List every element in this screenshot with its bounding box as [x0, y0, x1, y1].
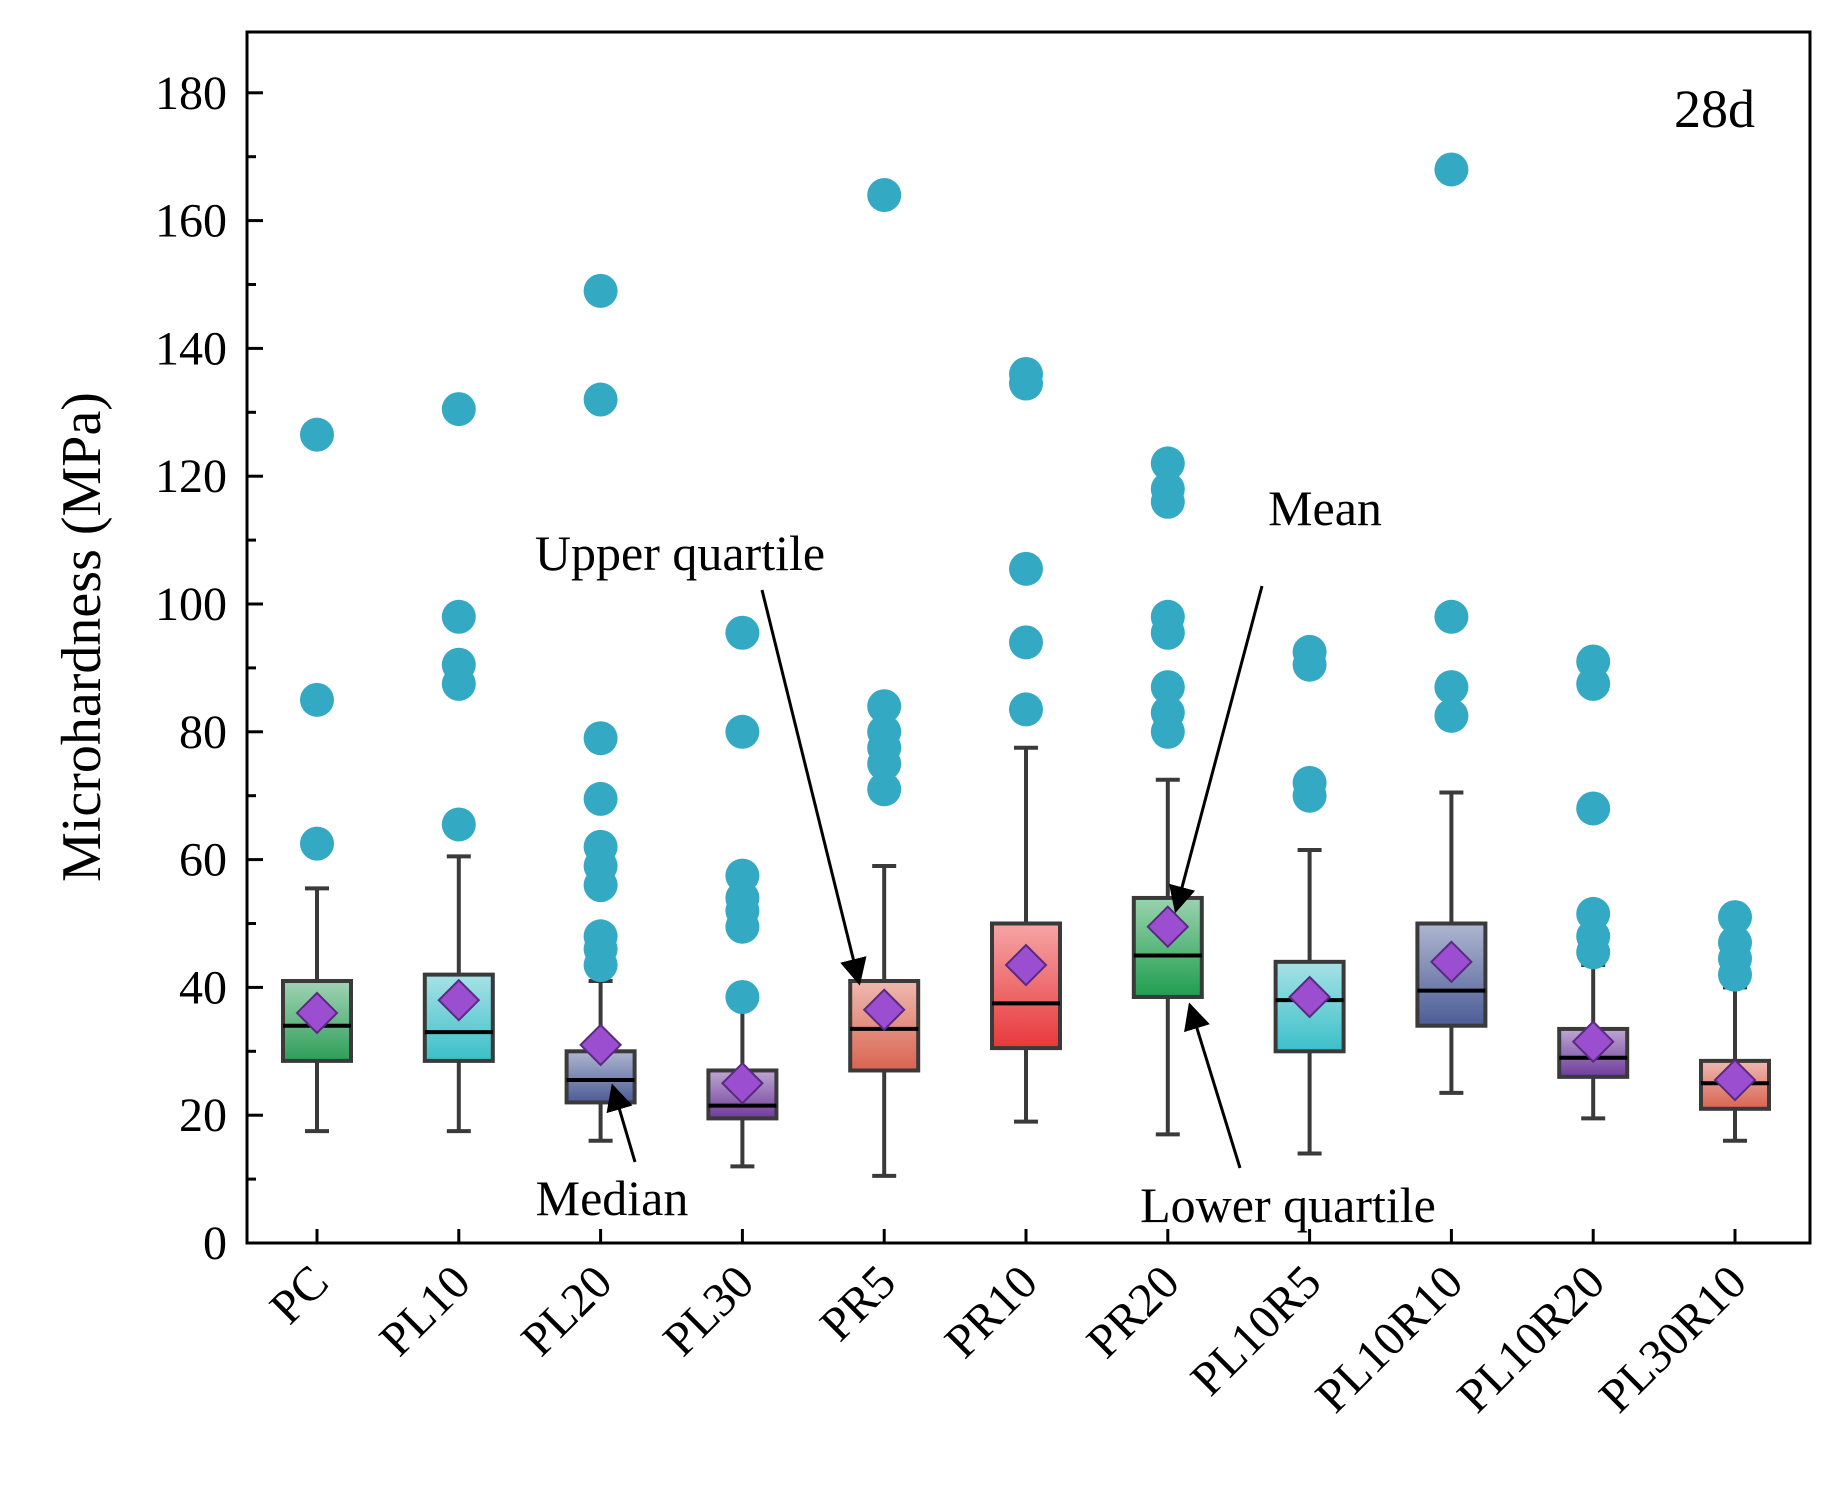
- outlier-point: [441, 647, 476, 682]
- outlier-point: [867, 772, 902, 807]
- mean-marker: [1713, 1058, 1757, 1102]
- box-group-pl20: [564, 979, 637, 1143]
- outlier-point: [867, 714, 902, 749]
- x-axis: PC PL10 PL20 PL30 PR5 PR10 PR20PL10R5PL10R10PL…: [260, 1229, 1757, 1423]
- outlier-point: [1150, 599, 1185, 634]
- outlier-point: [1009, 551, 1043, 586]
- outlier-point: [725, 615, 760, 650]
- outlier-point: [867, 178, 902, 213]
- outlier-point: [441, 599, 476, 634]
- outlier-point: [1576, 644, 1611, 679]
- outlier-point: [1576, 791, 1611, 826]
- panel-label: 28d: [1674, 79, 1755, 139]
- mean-marker: [579, 1023, 623, 1067]
- outlier-point: [1292, 765, 1327, 800]
- outlier-point: [1576, 896, 1611, 931]
- outlier-point: [867, 689, 902, 724]
- mean-marker: [1571, 1020, 1615, 1064]
- box-group-pr10: [990, 745, 1062, 1124]
- x-tick-label: PL10R10: [1306, 1255, 1474, 1423]
- outlier-point: [1292, 634, 1327, 669]
- outlier-point: [1150, 695, 1185, 730]
- x-tick-label: PR20: [1077, 1255, 1190, 1368]
- plot-frame: [245, 30, 1812, 1245]
- mean-annotation: Mean: [1268, 480, 1382, 536]
- outlier-point: [441, 392, 476, 427]
- y-axis-title: Microhardness (MPa): [51, 392, 113, 882]
- lower-quartile-arrow: [1184, 1002, 1242, 1169]
- outlier-point: [725, 714, 760, 749]
- mean-marker: [1429, 940, 1473, 984]
- y-tick-label: 160: [155, 195, 227, 248]
- x-tick-label: PL20: [511, 1255, 622, 1366]
- y-tick-label: 20: [179, 1089, 227, 1142]
- box-group-pr20: [1131, 777, 1204, 1137]
- y-tick-label: 0: [203, 1217, 227, 1270]
- x-tick-label: PR5: [810, 1255, 906, 1351]
- outlier-point: [1150, 446, 1185, 481]
- outlier-point: [725, 979, 760, 1014]
- mean-marker: [437, 978, 481, 1022]
- outlier-point: [300, 682, 334, 717]
- mean-marker: [1146, 905, 1190, 949]
- outlier-point: [1434, 670, 1469, 705]
- upper-quartile-annotation: Upper quartile: [535, 525, 825, 581]
- y-tick-label: 60: [179, 834, 227, 887]
- outlier-point: [1150, 670, 1185, 705]
- outlier-point: [583, 721, 618, 756]
- median-annotation: Median: [536, 1170, 689, 1226]
- x-tick-label: PC: [260, 1255, 339, 1334]
- outliers-layer: [300, 152, 1752, 1014]
- outlier-point: [583, 919, 618, 954]
- x-tick-label: PL10: [370, 1255, 481, 1366]
- x-tick-label: PL10R20: [1447, 1255, 1615, 1423]
- outlier-point: [1434, 698, 1469, 733]
- mean-marker: [1004, 943, 1048, 987]
- outlier-point: [1150, 471, 1185, 506]
- mean-marker: [720, 1061, 764, 1105]
- annotations-layer: Upper quartile Median Mean Lower quartile: [535, 480, 1436, 1233]
- mean-marker: [1288, 975, 1332, 1019]
- y-tick-label: 140: [155, 322, 227, 375]
- upper-quartile-arrow: [760, 589, 867, 986]
- outlier-point: [583, 781, 618, 816]
- y-axis: 0 20 40 60 80 100 120 140 160 180: [155, 67, 263, 1270]
- outlier-point: [1009, 356, 1043, 391]
- x-tick-label: PL30: [653, 1255, 764, 1366]
- outlier-point: [1718, 900, 1752, 935]
- outlier-point: [441, 807, 476, 842]
- y-tick-label: 80: [179, 706, 227, 759]
- y-tick-label: 120: [155, 450, 227, 503]
- box-group-pl10r5: [1273, 848, 1346, 1156]
- outlier-point: [300, 826, 334, 861]
- mean-marker: [862, 988, 906, 1032]
- y-tick-label: 40: [179, 961, 227, 1014]
- mean-marker: [295, 991, 339, 1035]
- outlier-point: [725, 858, 760, 893]
- y-tick-label: 100: [155, 578, 227, 631]
- means-layer: [295, 905, 1757, 1105]
- lower-quartile-annotation: Lower quartile: [1140, 1177, 1436, 1233]
- outlier-point: [583, 829, 618, 864]
- median-arrow: [606, 1083, 637, 1163]
- y-tick-label: 180: [155, 67, 227, 120]
- outlier-point: [583, 382, 618, 417]
- outlier-point: [300, 417, 334, 452]
- outlier-point: [1009, 692, 1043, 727]
- mean-arrow: [1168, 585, 1264, 914]
- outlier-point: [1434, 599, 1469, 634]
- x-tick-label: PR10: [935, 1255, 1048, 1368]
- outlier-point: [1434, 152, 1469, 187]
- x-tick-label: PL30R10: [1589, 1255, 1757, 1423]
- outlier-point: [1009, 625, 1043, 660]
- outlier-point: [583, 273, 618, 308]
- outlier-point: [1718, 925, 1752, 960]
